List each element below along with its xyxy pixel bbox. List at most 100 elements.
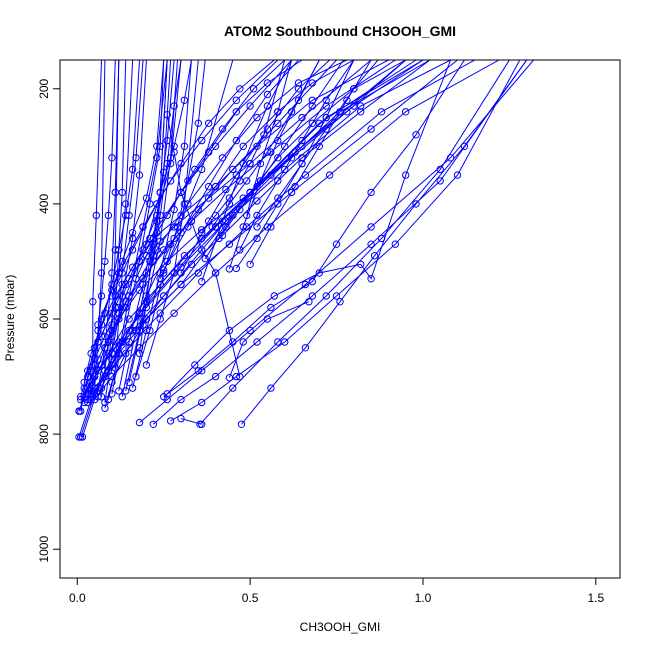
x-axis: 0.0 0.5 1.0 1.5 <box>69 577 604 605</box>
data-point <box>274 200 282 208</box>
data-point <box>267 303 275 312</box>
data-point <box>156 275 164 283</box>
data-point <box>377 234 386 243</box>
data-point <box>118 393 126 401</box>
data-point <box>125 211 133 220</box>
data-point <box>118 280 126 289</box>
data-point <box>122 211 130 220</box>
data-point <box>239 223 247 231</box>
series-line-28 <box>94 60 106 389</box>
data-point <box>294 85 303 93</box>
data-point <box>170 142 178 151</box>
data-point <box>135 257 144 266</box>
data-point <box>367 275 375 283</box>
data-point <box>315 142 323 151</box>
series-line-26 <box>87 60 140 400</box>
data-point <box>142 194 151 202</box>
data-point <box>308 102 316 110</box>
data-point <box>97 332 106 340</box>
data-point <box>108 332 116 340</box>
data-point <box>357 108 365 116</box>
data-point <box>274 136 282 145</box>
series-line-55 <box>111 60 275 297</box>
data-point <box>153 154 161 162</box>
data-point <box>336 298 344 306</box>
data-point <box>229 338 237 346</box>
data-point <box>204 148 213 156</box>
data-point <box>170 205 178 214</box>
data-point <box>253 211 261 220</box>
data-point <box>108 355 116 363</box>
data-point <box>146 257 154 266</box>
data-point <box>108 349 116 358</box>
data-point <box>336 108 344 116</box>
series-line-29 <box>92 60 102 397</box>
data-point <box>80 378 88 386</box>
data-point <box>170 102 178 110</box>
data-point <box>163 390 171 398</box>
data-point <box>239 142 247 151</box>
data-point <box>153 142 161 151</box>
data-point <box>97 321 106 329</box>
data-point <box>370 252 379 260</box>
data-point <box>77 393 85 401</box>
data-point <box>222 185 230 194</box>
data-point <box>287 108 296 116</box>
y-tick-label: 200 <box>37 78 51 98</box>
data-point <box>246 326 254 335</box>
data-point <box>246 188 254 197</box>
series-line-9 <box>152 60 528 425</box>
data-point <box>97 292 106 300</box>
data-point <box>115 246 123 254</box>
data-point <box>298 136 306 145</box>
series-line-69 <box>228 60 320 270</box>
data-point <box>198 136 206 145</box>
data-point <box>128 229 137 237</box>
data-point <box>211 372 220 381</box>
data-point <box>101 344 109 352</box>
data-point <box>108 154 116 162</box>
data-point <box>232 96 241 105</box>
data-point <box>104 349 113 358</box>
data-point <box>263 223 272 231</box>
data-point <box>163 159 171 168</box>
data-point <box>132 154 140 162</box>
data-point <box>332 240 341 248</box>
y-axis: 200 400 600 800 1000 <box>37 78 60 563</box>
data-point <box>267 148 275 156</box>
data-point <box>87 349 95 358</box>
data-point <box>301 171 310 179</box>
data-point <box>322 292 330 300</box>
data-point <box>177 229 185 237</box>
data-point <box>108 378 116 386</box>
data-point <box>135 418 144 427</box>
data-point <box>101 309 109 317</box>
data-point <box>139 280 147 289</box>
data-point <box>111 344 120 352</box>
data-point <box>146 234 154 243</box>
data-point <box>177 188 185 197</box>
x-tick-label: 0.5 <box>242 591 259 605</box>
data-point <box>332 292 341 300</box>
data-point <box>149 240 158 248</box>
data-point <box>263 102 272 110</box>
data-point <box>80 384 88 392</box>
data-point <box>211 142 220 151</box>
data-point <box>436 165 444 174</box>
data-point <box>135 309 144 317</box>
data-point <box>246 159 254 168</box>
data-point <box>298 113 306 122</box>
data-point <box>125 292 133 300</box>
data-point <box>163 136 171 145</box>
data-point <box>166 159 175 168</box>
data-point <box>101 404 109 412</box>
data-point <box>153 246 161 254</box>
data-point <box>308 79 316 87</box>
y-tick-label: 400 <box>37 194 51 214</box>
plot-points <box>75 79 469 441</box>
data-point <box>315 269 323 277</box>
series-line-42 <box>132 60 192 389</box>
series-line-10 <box>170 60 521 422</box>
y-tick-label: 600 <box>37 309 51 329</box>
data-point <box>208 223 216 231</box>
